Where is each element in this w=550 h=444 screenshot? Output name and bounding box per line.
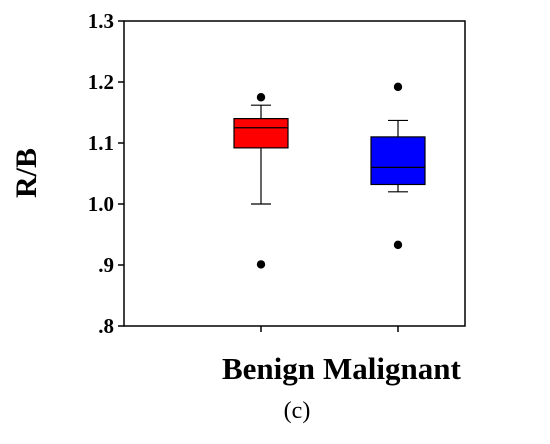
plot-frame: [123, 20, 466, 327]
y-tick-label: 1.1: [88, 131, 114, 155]
y-tick-label: .8: [98, 314, 114, 338]
outlier-point: [393, 82, 403, 92]
outlier-point: [256, 93, 266, 102]
outlier-point: [393, 240, 403, 250]
x-axis-ticks: [260, 326, 399, 332]
box-benign: [233, 117, 289, 149]
category-label-malignant: Malignant: [323, 351, 461, 386]
figure-caption: (c): [284, 398, 311, 424]
y-axis-label: R/B: [10, 148, 43, 198]
y-tick-label: 1.3: [88, 9, 114, 33]
category-label-benign: Benign: [222, 351, 315, 386]
box-series: [233, 82, 426, 269]
category-labels: Benign Malignant: [222, 351, 461, 386]
y-tick-label: 1.0: [88, 192, 114, 216]
outlier-point: [256, 260, 266, 269]
y-tick-label: 1.2: [88, 70, 114, 94]
box-malignant: [370, 136, 426, 186]
y-axis-ticks: .8 .9 1.0 1.1 1.2 1.3: [88, 9, 124, 338]
y-tick-label: .9: [98, 253, 114, 277]
